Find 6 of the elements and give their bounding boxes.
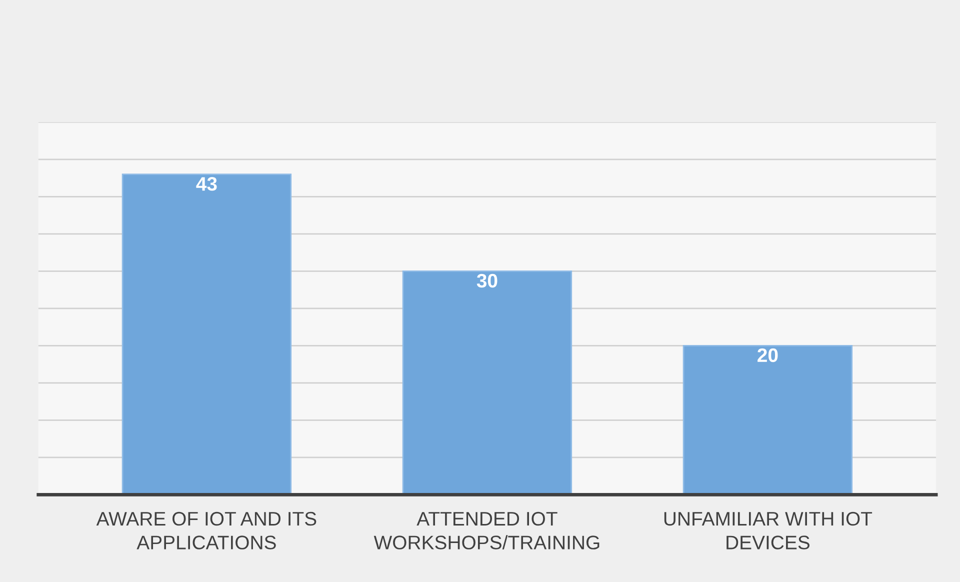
data-label: 43: [196, 176, 217, 191]
data-label: 30: [476, 274, 498, 288]
x-tick-label: UNFAMILIAR WITH IOT DEVICES: [664, 512, 872, 550]
x-tick-label: ATTENDED IOT WORKSHOPS/TRAINING: [374, 512, 600, 550]
x-tick-label: AWARE OF IOT AND ITS APPLICATIONS: [96, 512, 316, 550]
data-label: 20: [758, 348, 778, 362]
